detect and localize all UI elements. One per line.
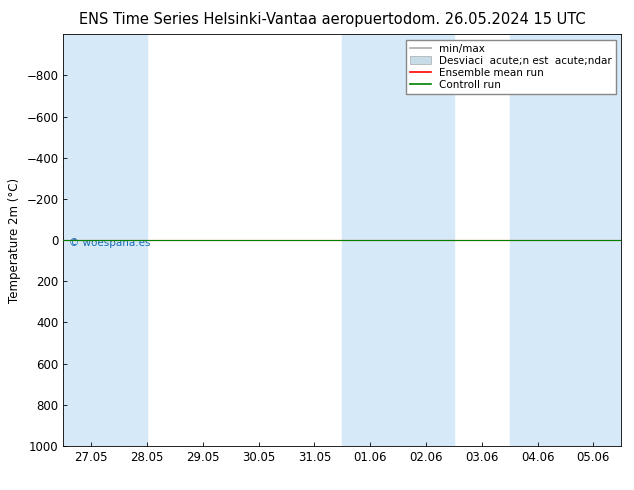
Text: © woespana.es: © woespana.es	[69, 238, 150, 248]
Text: dom. 26.05.2024 15 UTC: dom. 26.05.2024 15 UTC	[403, 12, 586, 27]
Bar	[63, 34, 147, 446]
Text: ENS Time Series Helsinki-Vantaa aeropuerto: ENS Time Series Helsinki-Vantaa aeropuer…	[79, 12, 403, 27]
Bar	[342, 34, 454, 446]
Y-axis label: Temperature 2m (°C): Temperature 2m (°C)	[8, 177, 21, 303]
Legend: min/max, Desviaci  acute;n est  acute;ndar, Ensemble mean run, Controll run: min/max, Desviaci acute;n est acute;ndar…	[406, 40, 616, 94]
Bar	[510, 34, 621, 446]
